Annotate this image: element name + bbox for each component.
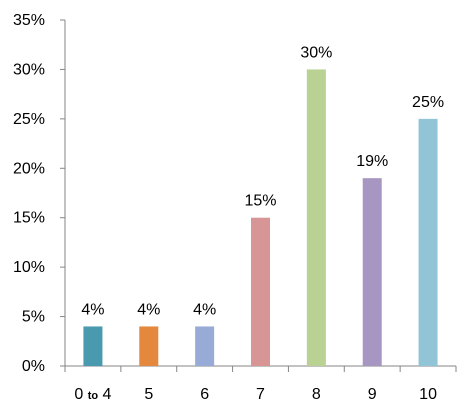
x-tick-label: 5 <box>144 386 153 403</box>
x-tick-label-start: 0 <box>74 386 87 403</box>
data-label: 4% <box>137 301 160 318</box>
data-label: 4% <box>193 301 216 318</box>
bar <box>418 118 438 366</box>
y-axis: 0% 5% 10% 15% 20% 25% 30% 35% <box>13 12 66 375</box>
bar <box>195 326 215 366</box>
y-tick-label: 30% <box>13 61 45 78</box>
data-label: 4% <box>81 301 104 318</box>
data-labels: 4% 4% 4% 15% 30% 19% 25% <box>81 44 444 318</box>
y-tick-label: 10% <box>13 259 45 276</box>
bar <box>306 69 326 366</box>
data-label: 19% <box>356 153 388 170</box>
y-tick-label: 5% <box>22 309 45 326</box>
x-tick-label-connector: to <box>88 390 99 402</box>
x-tick-label: 9 <box>368 386 377 403</box>
bar <box>362 178 382 366</box>
y-tick-label: 0% <box>22 358 45 375</box>
x-axis: 0 to 4 5 6 7 8 9 10 <box>64 365 457 403</box>
y-tick-label: 25% <box>13 111 45 128</box>
data-label: 15% <box>244 193 276 210</box>
x-tick-label: 10 <box>419 386 437 403</box>
y-tick-label: 15% <box>13 210 45 227</box>
bar <box>251 217 270 366</box>
y-tick-label: 35% <box>13 12 45 29</box>
bar <box>83 326 103 366</box>
bars <box>83 69 438 366</box>
x-tick-label: 8 <box>312 386 321 403</box>
x-tick-label: 7 <box>256 386 265 403</box>
x-tick-label-end: 4 <box>98 386 111 403</box>
x-tick-label: 0 to 4 <box>74 386 111 403</box>
data-label: 25% <box>412 94 444 111</box>
data-label: 30% <box>300 44 332 61</box>
bar <box>139 326 159 366</box>
x-tick-label: 6 <box>200 386 209 403</box>
y-tick-label: 20% <box>13 160 45 177</box>
